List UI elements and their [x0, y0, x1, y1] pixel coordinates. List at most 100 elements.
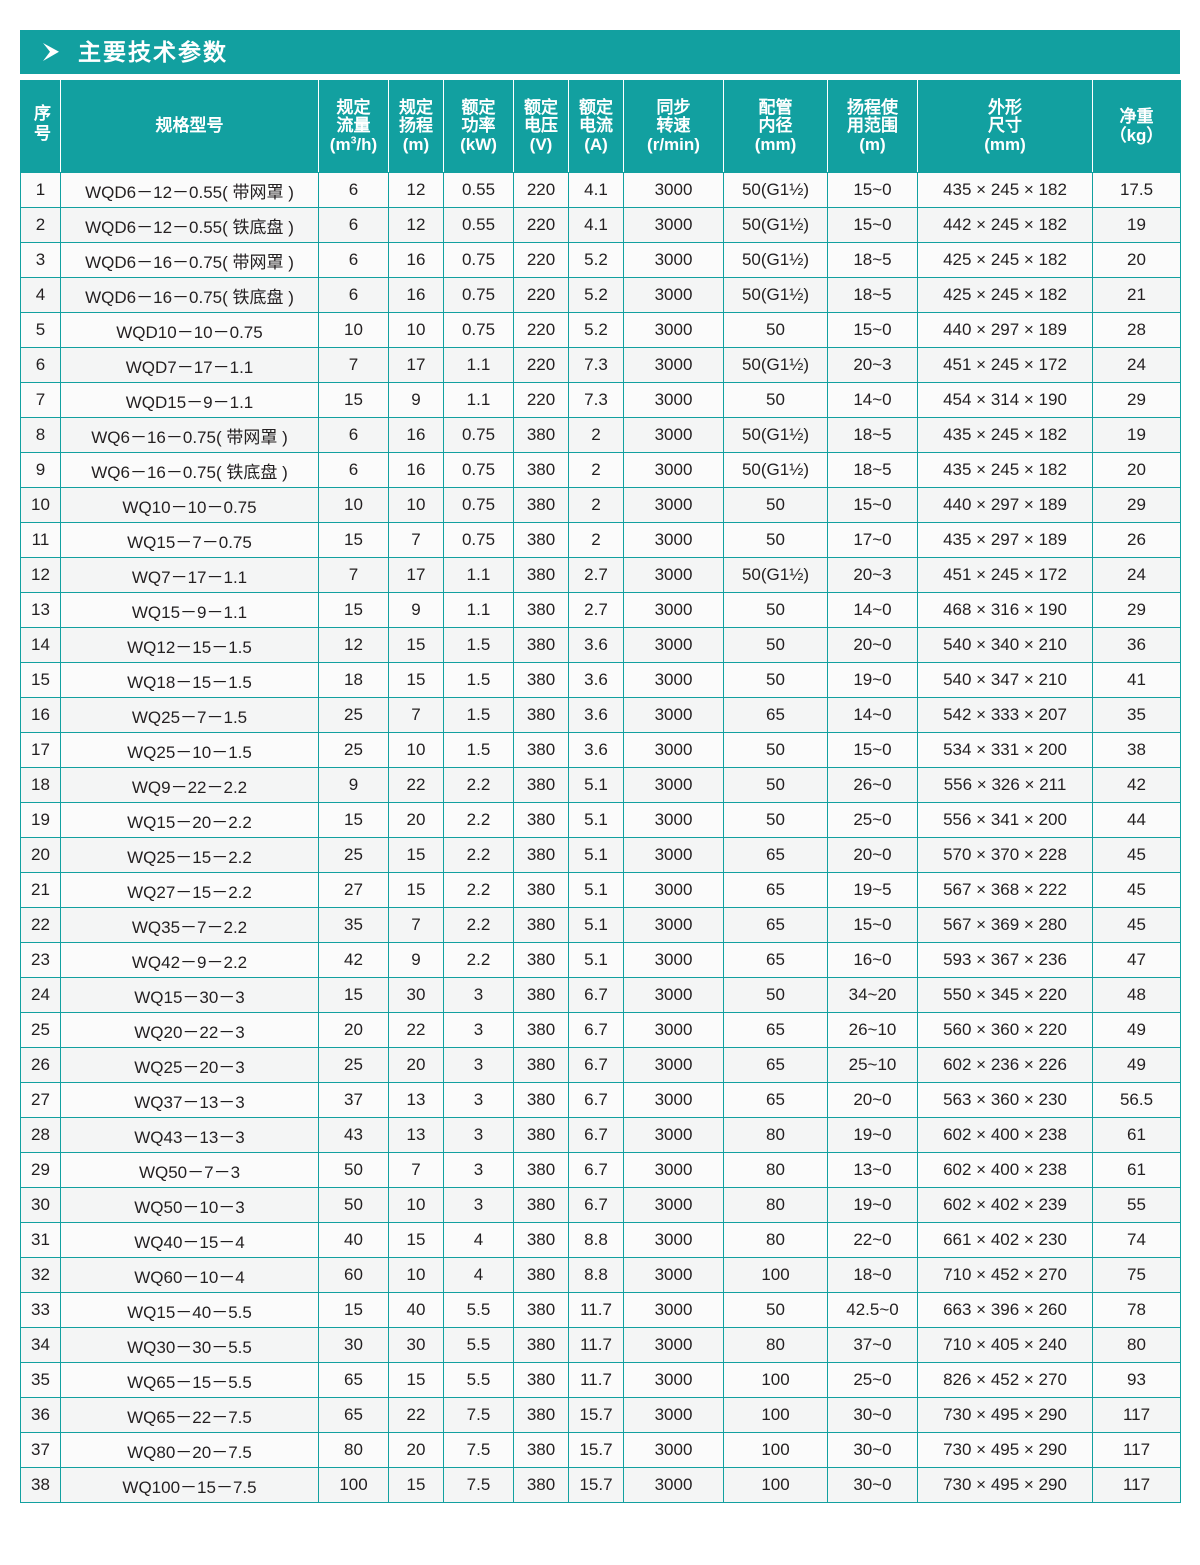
cell-range: 15~0 — [827, 732, 918, 768]
cell-voltage: 380 — [513, 1432, 569, 1468]
cell-speed: 3000 — [623, 522, 724, 558]
cell-current: 3.6 — [568, 627, 624, 663]
table-row: 12 WQ7－17－1.1 7 17 1.1 380 2.7 3000 50(G1½) 20~3 4… — [20, 557, 1181, 593]
cell-range: 19~0 — [827, 1187, 918, 1223]
cell-current: 7.3 — [568, 347, 624, 383]
cell-weight: 47 — [1092, 942, 1181, 978]
cell-current: 5.1 — [568, 802, 624, 838]
cell-weight: 117 — [1092, 1397, 1181, 1433]
table-row: 19 WQ15－20－2.2 15 20 2.2 380 5.1 3000 50 25~0 556 … — [20, 802, 1181, 838]
cell-speed: 3000 — [623, 837, 724, 873]
cell-current: 6.7 — [568, 1187, 624, 1223]
cell-flow: 30 — [318, 1327, 389, 1363]
cell-speed: 3000 — [623, 207, 724, 243]
cell-model: WQ60－10－4 — [60, 1257, 319, 1293]
cell-range: 20~3 — [827, 347, 918, 383]
cell-model: WQ40－15－4 — [60, 1222, 319, 1258]
cell-pipe: 65 — [723, 1047, 828, 1083]
cell-voltage: 380 — [513, 1362, 569, 1398]
cell-model: WQD6－12－0.55( 带网罩 ) — [60, 172, 319, 208]
cell-head: 13 — [388, 1117, 444, 1153]
cell-speed: 3000 — [623, 732, 724, 768]
cell-weight: 61 — [1092, 1117, 1181, 1153]
cell-current: 5.2 — [568, 242, 624, 278]
cell-model: WQ100－15－7.5 — [60, 1467, 319, 1503]
cell-flow: 6 — [318, 452, 389, 488]
cell-voltage: 380 — [513, 767, 569, 803]
cell-weight: 19 — [1092, 417, 1181, 453]
cell-speed: 3000 — [623, 487, 724, 523]
cell-no: 31 — [20, 1222, 61, 1258]
cell-pipe: 50(G1½) — [723, 277, 828, 313]
cell-flow: 50 — [318, 1152, 389, 1188]
cell-voltage: 220 — [513, 172, 569, 208]
cell-size: 602 × 400 × 238 — [917, 1152, 1093, 1188]
cell-flow: 25 — [318, 1047, 389, 1083]
table-row: 13 WQ15－9－1.1 15 9 1.1 380 2.7 3000 50 14~0 468 × … — [20, 592, 1181, 628]
cell-no: 20 — [20, 837, 61, 873]
cell-size: 602 × 402 × 239 — [917, 1187, 1093, 1223]
cell-model: WQ15－7－0.75 — [60, 522, 319, 558]
cell-model: WQ12－15－1.5 — [60, 627, 319, 663]
cell-speed: 3000 — [623, 592, 724, 628]
col-header-current: 额定 电流 (A) — [568, 80, 624, 173]
cell-current: 5.1 — [568, 767, 624, 803]
cell-size: 435 × 245 × 182 — [917, 172, 1093, 208]
cell-power: 1.1 — [443, 382, 514, 418]
cell-model: WQ50－7－3 — [60, 1152, 319, 1188]
cell-flow: 25 — [318, 732, 389, 768]
cell-model: WQ15－20－2.2 — [60, 802, 319, 838]
cell-head: 10 — [388, 487, 444, 523]
table-row: 15 WQ18－15－1.5 18 15 1.5 380 3.6 3000 50 19~0 540 … — [20, 662, 1181, 698]
cell-size: 468 × 316 × 190 — [917, 592, 1093, 628]
cell-current: 2 — [568, 452, 624, 488]
cell-model: WQD6－16－0.75( 铁底盘 ) — [60, 277, 319, 313]
cell-speed: 3000 — [623, 942, 724, 978]
cell-voltage: 380 — [513, 837, 569, 873]
cell-current: 5.2 — [568, 277, 624, 313]
cell-speed: 3000 — [623, 1257, 724, 1293]
cell-voltage: 380 — [513, 1047, 569, 1083]
cell-voltage: 380 — [513, 1187, 569, 1223]
table-row: 24 WQ15－30－3 15 30 3 380 6.7 3000 50 34~20 550 × 3… — [20, 977, 1181, 1013]
cell-range: 15~0 — [827, 487, 918, 523]
cell-voltage: 380 — [513, 907, 569, 943]
table-row: 14 WQ12－15－1.5 12 15 1.5 380 3.6 3000 50 20~0 540 … — [20, 627, 1181, 663]
cell-model: WQ27－15－2.2 — [60, 872, 319, 908]
cell-speed: 3000 — [623, 767, 724, 803]
cell-current: 2 — [568, 417, 624, 453]
cell-weight: 55 — [1092, 1187, 1181, 1223]
cell-size: 540 × 340 × 210 — [917, 627, 1093, 663]
cell-power: 7.5 — [443, 1432, 514, 1468]
cell-range: 19~5 — [827, 872, 918, 908]
cell-weight: 21 — [1092, 277, 1181, 313]
cell-size: 435 × 245 × 182 — [917, 452, 1093, 488]
cell-model: WQ65－15－5.5 — [60, 1362, 319, 1398]
cell-power: 2.2 — [443, 837, 514, 873]
cell-size: 440 × 297 × 189 — [917, 312, 1093, 348]
table-row: 38 WQ100－15－7.5 100 15 7.5 380 15.7 3000 100 30~0… — [20, 1467, 1181, 1503]
cell-pipe: 50(G1½) — [723, 417, 828, 453]
cell-voltage: 380 — [513, 732, 569, 768]
cell-power: 5.5 — [443, 1327, 514, 1363]
cell-head: 13 — [388, 1082, 444, 1118]
cell-range: 26~0 — [827, 767, 918, 803]
cell-pipe: 80 — [723, 1327, 828, 1363]
cell-flow: 10 — [318, 487, 389, 523]
cell-weight: 41 — [1092, 662, 1181, 698]
cell-flow: 37 — [318, 1082, 389, 1118]
cell-no: 18 — [20, 767, 61, 803]
cell-no: 7 — [20, 382, 61, 418]
cell-flow: 18 — [318, 662, 389, 698]
cell-speed: 3000 — [623, 382, 724, 418]
cell-pipe: 65 — [723, 837, 828, 873]
cell-no: 37 — [20, 1432, 61, 1468]
cell-voltage: 380 — [513, 592, 569, 628]
cell-size: 730 × 495 × 290 — [917, 1467, 1093, 1503]
cell-weight: 80 — [1092, 1327, 1181, 1363]
cell-voltage: 380 — [513, 1012, 569, 1048]
table-row: 17 WQ25－10－1.5 25 10 1.5 380 3.6 3000 50 15~0 534 … — [20, 732, 1181, 768]
cell-current: 15.7 — [568, 1397, 624, 1433]
cell-current: 2 — [568, 522, 624, 558]
